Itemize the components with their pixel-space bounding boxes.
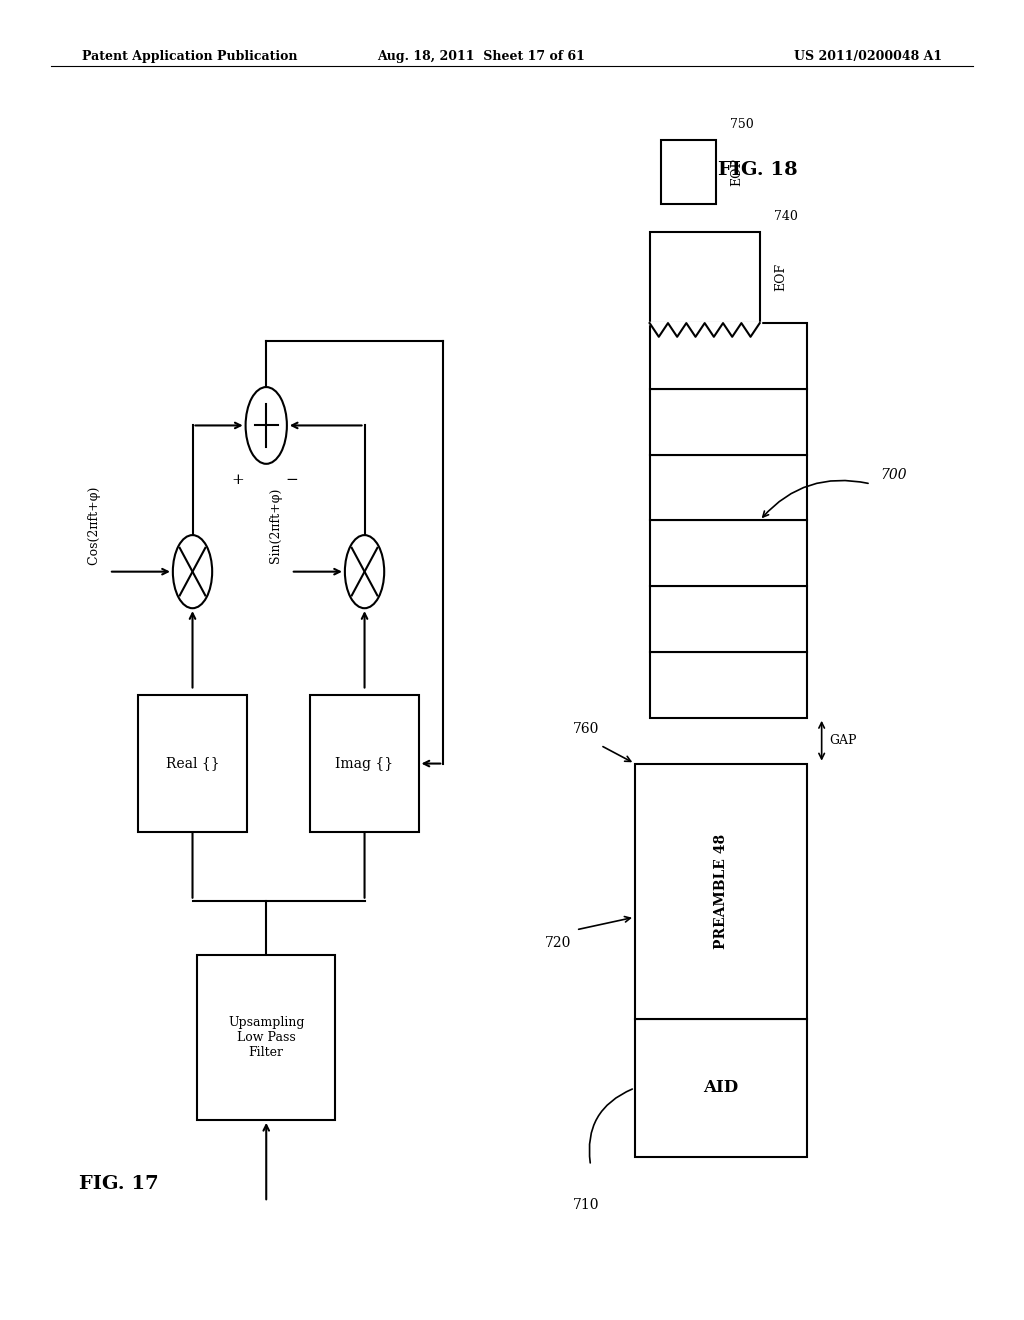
Text: 750: 750 <box>730 119 755 131</box>
Text: Patent Application Publication: Patent Application Publication <box>82 50 297 63</box>
Bar <box>198 956 335 1119</box>
Circle shape <box>246 387 287 463</box>
Text: Aug. 18, 2011  Sheet 17 of 61: Aug. 18, 2011 Sheet 17 of 61 <box>377 50 586 63</box>
Bar <box>310 696 419 832</box>
Text: Upsampling
Low Pass
Filter: Upsampling Low Pass Filter <box>228 1016 304 1059</box>
Bar <box>649 652 807 718</box>
Text: AID: AID <box>703 1080 738 1097</box>
Bar <box>649 323 807 389</box>
Text: 720: 720 <box>545 936 571 949</box>
Text: FIG. 18: FIG. 18 <box>718 161 798 178</box>
Text: GAP: GAP <box>829 734 856 747</box>
Text: EOF: EOF <box>774 264 787 292</box>
Text: EOP: EOP <box>730 158 743 186</box>
Circle shape <box>173 535 212 609</box>
Text: Imag {}: Imag {} <box>336 756 393 771</box>
Text: PREAMBLE 48: PREAMBLE 48 <box>714 834 728 949</box>
Text: Cos(2πf⁣t+φ): Cos(2πf⁣t+φ) <box>88 487 100 565</box>
Bar <box>138 696 247 832</box>
Bar <box>649 232 760 323</box>
Bar <box>649 520 807 586</box>
Bar <box>649 586 807 652</box>
Text: 740: 740 <box>774 210 799 223</box>
Text: 710: 710 <box>572 1197 599 1212</box>
Text: US 2011/0200048 A1: US 2011/0200048 A1 <box>794 50 942 63</box>
Text: FIG. 17: FIG. 17 <box>80 1175 159 1193</box>
Bar <box>635 1019 807 1156</box>
Text: +: + <box>231 473 245 487</box>
Text: 700: 700 <box>881 467 907 482</box>
Bar <box>635 763 807 1019</box>
Bar <box>649 389 807 454</box>
Bar <box>649 454 807 520</box>
Text: Real {}: Real {} <box>166 756 219 771</box>
Text: 760: 760 <box>572 722 599 737</box>
Text: Sin(2πf⁣t+φ): Sin(2πf⁣t+φ) <box>269 488 283 564</box>
Circle shape <box>345 535 384 609</box>
Bar <box>660 140 716 205</box>
Text: −: − <box>286 473 298 487</box>
